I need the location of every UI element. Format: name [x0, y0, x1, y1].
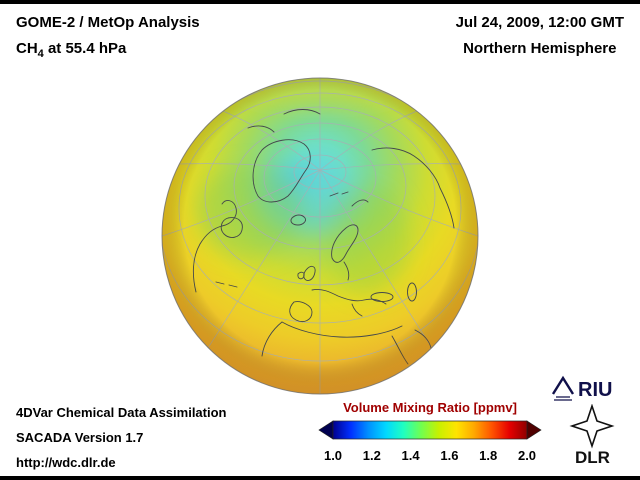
- colorbar-arrow-right: [526, 420, 542, 440]
- colorbar-title: Volume Mixing Ratio [ppmv]: [343, 400, 517, 415]
- globe-outline: [161, 77, 479, 395]
- colorbar-arrow-left: [318, 420, 334, 440]
- globe-limb-shading: [162, 78, 478, 394]
- colorbar-tick: 1.8: [479, 448, 498, 463]
- colorbar-tick: 1.2: [362, 448, 381, 463]
- bottom-border: [0, 476, 640, 480]
- colorbar: Volume Mixing Ratio [ppmv] 1.0 1.2 1.4 1.6 1…: [318, 400, 542, 466]
- credit-line-assimilation: 4DVar Chemical Data Assimilation: [16, 405, 227, 420]
- riu-logo-text: RIU: [578, 379, 612, 401]
- dlr-star-icon: [569, 404, 615, 449]
- species-level-title: CH4 at 55.4 hPa: [16, 36, 200, 67]
- colorbar-tick: 2.0: [517, 448, 537, 463]
- colorbar-tick: 1.4: [401, 448, 420, 463]
- hemisphere-label: Northern Hemisphere: [463, 40, 617, 57]
- dlr-logo-text: DLR: [575, 448, 610, 466]
- credit-line-url: http://wdc.dlr.de: [16, 455, 116, 470]
- colorbar-ticks: 1.0 1.2 1.4 1.6 1.8 2.0: [318, 448, 542, 466]
- riu-lines-icon: [554, 396, 572, 401]
- dlr-logo: DLR: [569, 404, 615, 466]
- pressure-level: at 55.4 hPa: [43, 40, 127, 57]
- species-subscript: 4: [37, 48, 44, 60]
- credit-line-version: SACADA Version 1.7: [16, 430, 144, 445]
- plot-title-block: GOME-2 / MetOp Analysis CH4 at 55.4 hPa: [16, 10, 200, 67]
- riu-logo: RIU: [551, 375, 612, 401]
- colorbar-tick: 1.6: [440, 448, 459, 463]
- riu-mountain-icon: [551, 375, 575, 395]
- instrument-title: GOME-2 / MetOp Analysis: [16, 14, 200, 31]
- colorbar-gradient: [318, 420, 542, 440]
- colorbar-tick: 1.0: [323, 448, 343, 463]
- datetime-block: Jul 24, 2009, 12:00 GMT Northern Hemisph…: [456, 10, 624, 62]
- datetime-label: Jul 24, 2009, 12:00 GMT: [455, 14, 624, 31]
- top-border: [0, 0, 640, 4]
- species-name: CH: [16, 40, 38, 57]
- colorbar-bar: [332, 420, 528, 440]
- credits-block: 4DVar Chemical Data Assimilation SACADA …: [16, 400, 227, 475]
